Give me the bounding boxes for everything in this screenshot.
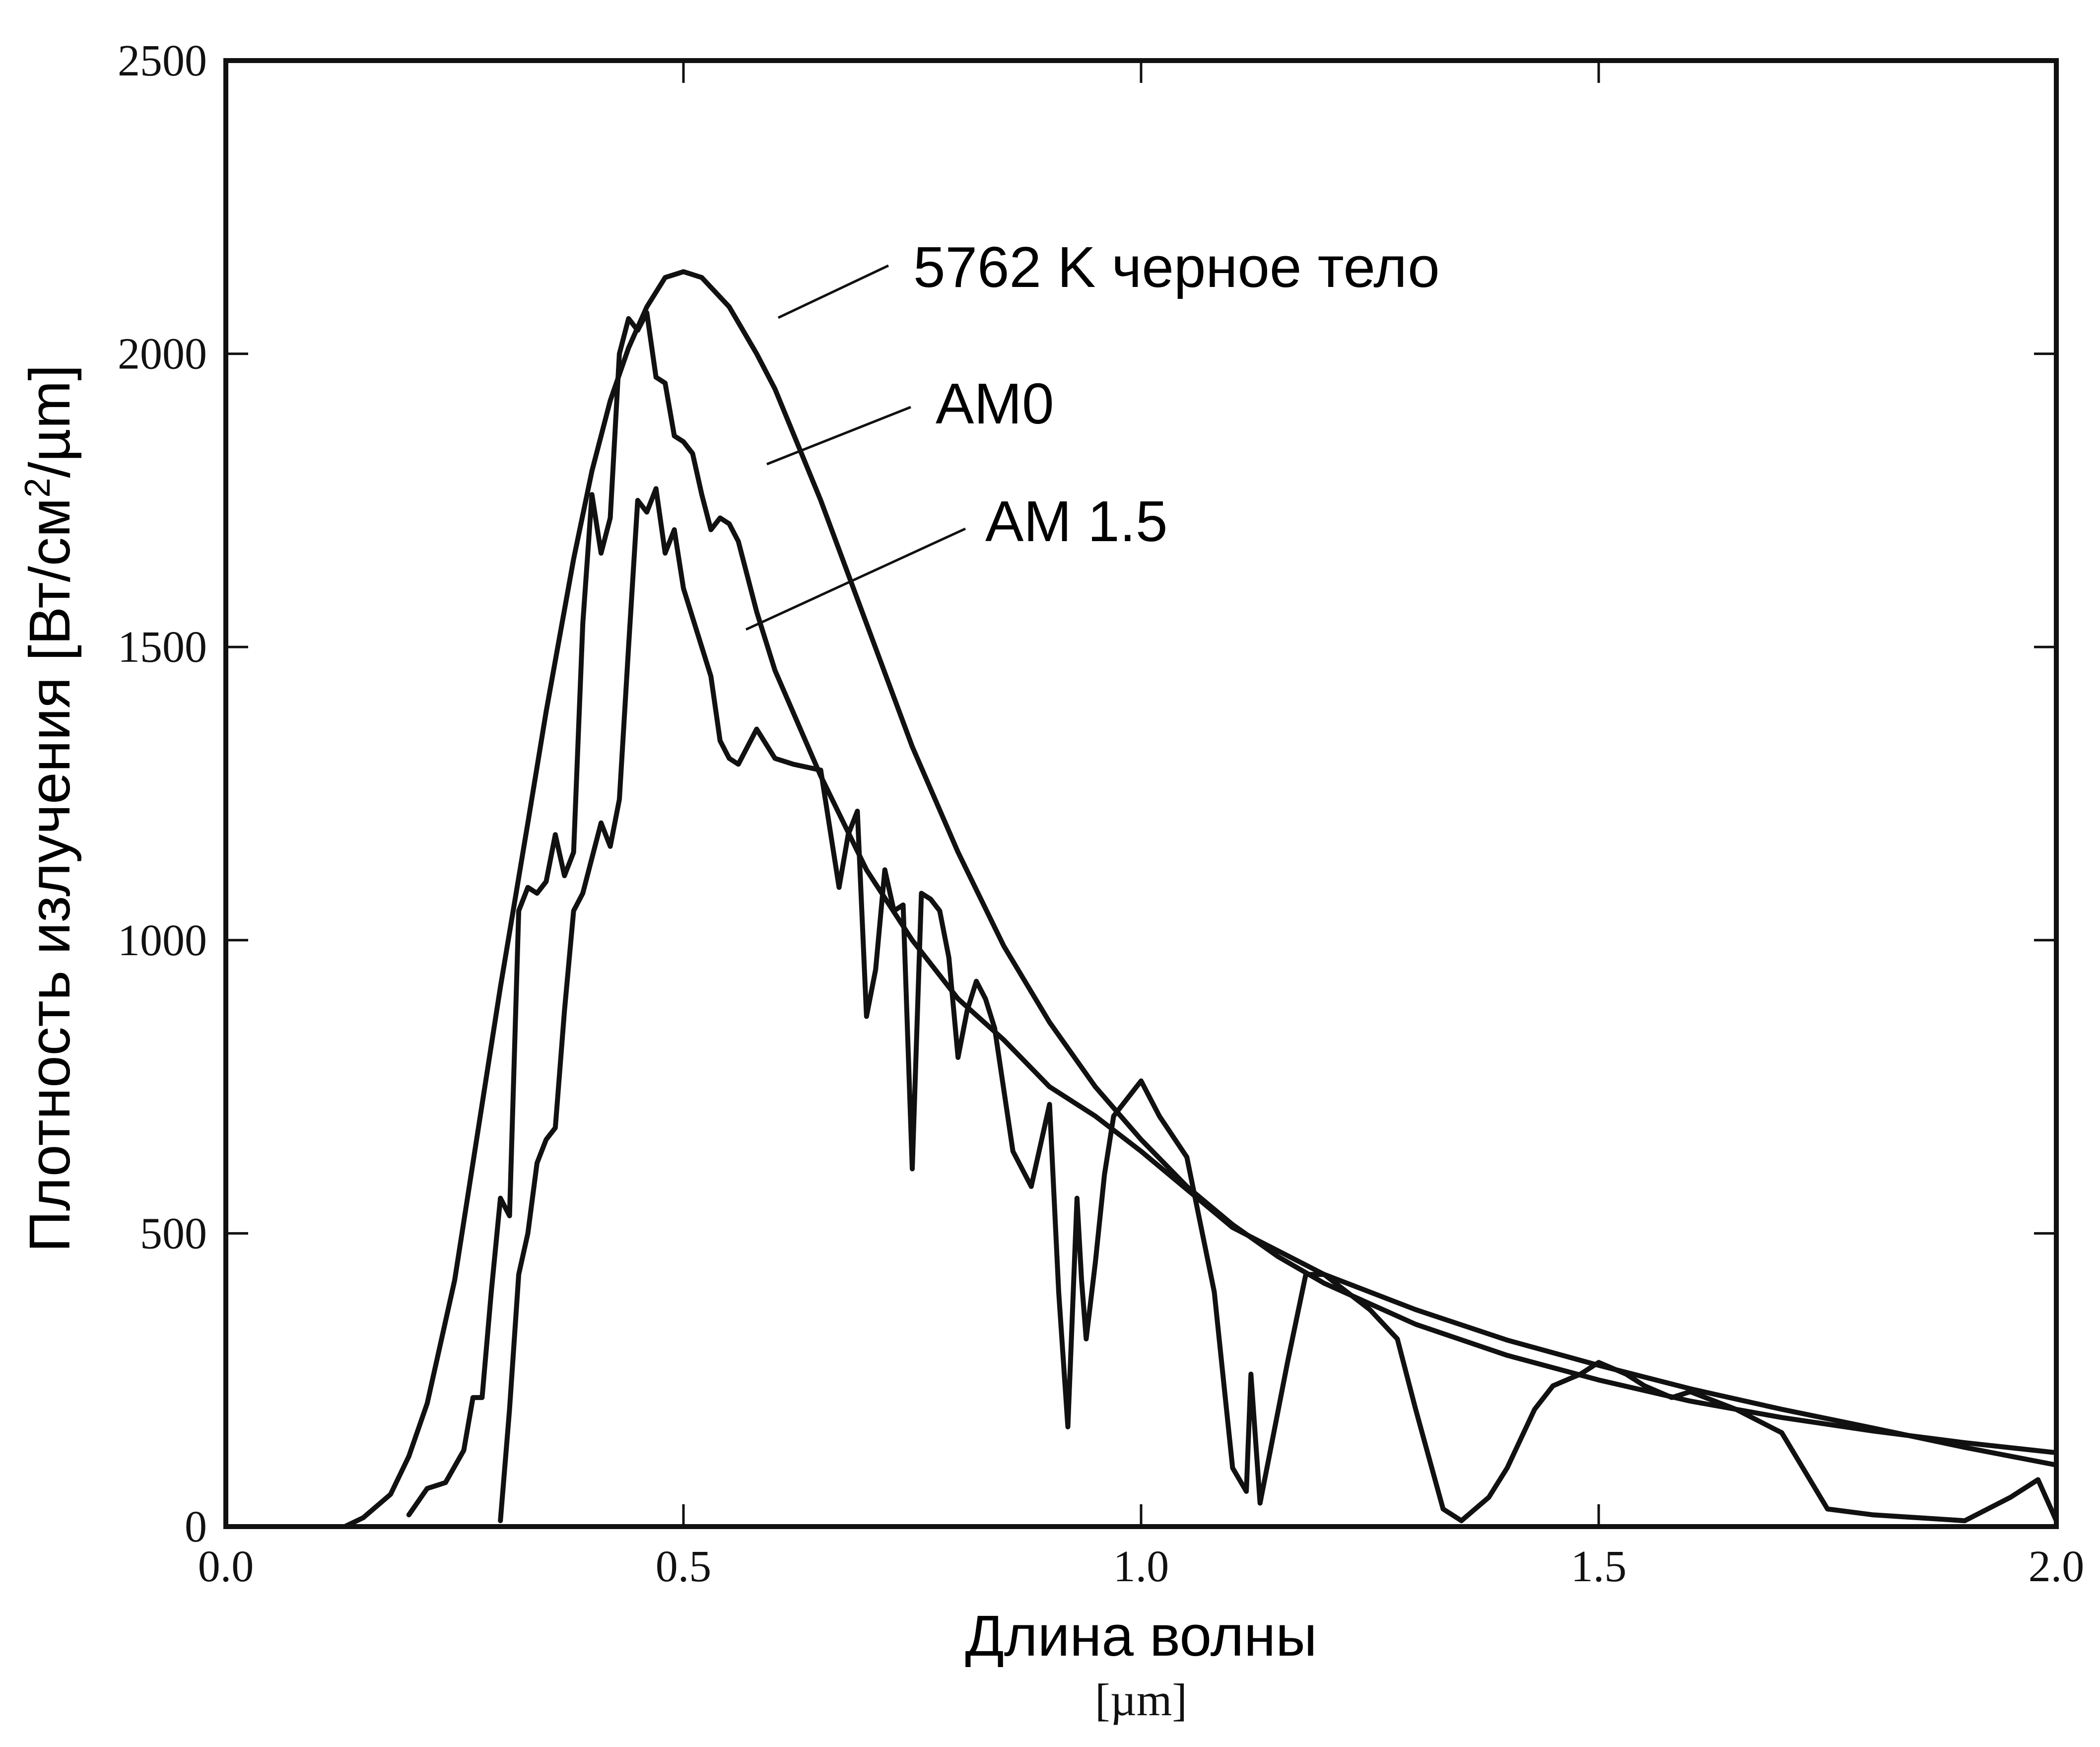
series-blackbody-line: [342, 269, 2059, 1529]
y-tick-label: 500: [140, 1209, 207, 1258]
y-axis-title-superscript: 2: [18, 478, 58, 497]
annotation-blackbody-leader: [777, 264, 889, 319]
x-tick-label: 1.0: [1113, 1542, 1169, 1591]
x-tick-label: 0.0: [198, 1542, 254, 1591]
y-tick-label: 0: [185, 1502, 207, 1551]
y-tick-label: 2000: [118, 330, 207, 379]
y-axis-title: Плотность излучения [Вт/см2/µm]: [17, 365, 82, 1253]
x-tick-label: 1.5: [1571, 1542, 1627, 1591]
y-axis-title-main: Плотность излучения [Вт/см: [17, 498, 82, 1253]
y-tick-label: 1000: [118, 916, 207, 965]
x-tick-label: 2.0: [2029, 1542, 2085, 1591]
annotation-am15-label: AM 1.5: [985, 489, 1167, 554]
annotation-blackbody-label: 5762 K черное тело: [913, 235, 1440, 299]
y-tick-label: 1500: [118, 623, 207, 672]
y-axis-title-tail: /µm]: [17, 365, 82, 478]
x-tick-label: 0.5: [656, 1542, 712, 1591]
y-tick-label: 2500: [118, 36, 207, 85]
series-am0-line: [406, 310, 2059, 1518]
series-am15-line: [498, 486, 2059, 1524]
x-axis-title: Длина волны: [965, 1604, 1317, 1668]
annotation-am0-label: AM0: [936, 371, 1054, 436]
x-axis-unit: [µm]: [1095, 1675, 1187, 1725]
annotation-am0-leader: [766, 406, 911, 466]
annotation-am15-leader: [745, 527, 966, 631]
